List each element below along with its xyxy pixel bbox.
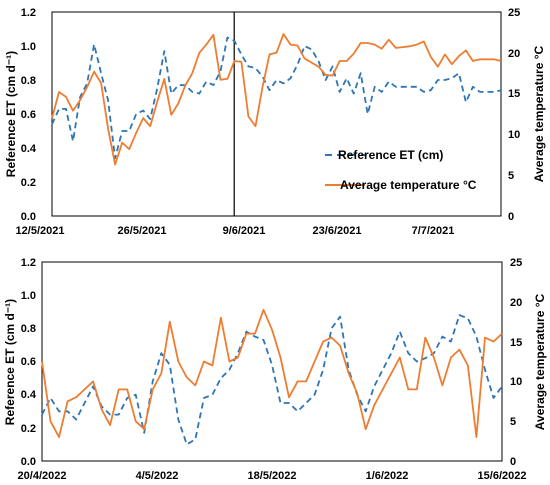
y-axis-title-left: Reference ET (cm d⁻¹) — [4, 51, 18, 177]
y-tick-right: 0 — [508, 211, 514, 223]
y-tick-left: 1.0 — [21, 41, 36, 53]
y-tick-left: 0.2 — [21, 423, 36, 435]
x-tick: 7/7/2021 — [412, 225, 455, 237]
y-tick-left: 0.8 — [21, 323, 36, 335]
y-ticks-right-2022: 0 5 10 15 20 25 — [510, 257, 522, 468]
reference-et-series-line — [51, 36, 502, 160]
temperature-series-line — [51, 33, 502, 166]
y-tick-left: 0.2 — [21, 177, 36, 189]
y-ticks-right-2021: 0 5 10 15 20 25 — [508, 7, 520, 223]
legend-label-temperature: Average temperature °C — [340, 178, 477, 192]
x-tick: 20/4/2022 — [18, 470, 67, 482]
y-tick-right: 20 — [508, 48, 520, 60]
y-tick-right: 5 — [510, 416, 516, 428]
y-ticks-left-2022: 0.0 0.2 0.4 0.6 0.8 1.0 1.2 — [21, 257, 37, 468]
y-tick-left: 0.4 — [21, 143, 37, 155]
y-tick-left: 0.6 — [21, 356, 36, 368]
x-tick: 12/5/2021 — [16, 225, 65, 237]
y-tick-right: 0 — [510, 456, 516, 468]
chart-2021-marks — [51, 12, 502, 216]
y-axis-title-left: Reference ET (cm d⁻¹) — [3, 299, 17, 425]
y-tick-right: 5 — [508, 170, 514, 182]
reference-et-series-line — [41, 314, 503, 446]
y-tick-right: 25 — [508, 7, 520, 19]
y-tick-left: 0.6 — [21, 109, 36, 121]
y-tick-left: 0.0 — [21, 211, 36, 223]
legend: Reference ET (cm) Average temperature °C — [325, 148, 477, 192]
x-tick: 26/5/2021 — [118, 225, 167, 237]
x-tick: 1/6/2022 — [366, 470, 409, 482]
chart-2022: 0.0 0.2 0.4 0.6 0.8 1.0 1.2 0 5 10 15 20… — [3, 257, 547, 482]
y-ticks-left-2021: 0.0 0.2 0.4 0.6 0.8 1.0 1.2 — [21, 7, 37, 223]
y-tick-left: 1.0 — [21, 290, 36, 302]
chart-2022-marks — [41, 308, 503, 446]
x-tick: 15/6/2022 — [478, 470, 527, 482]
y-tick-right: 15 — [508, 88, 520, 100]
x-tick: 18/5/2022 — [248, 470, 297, 482]
x-tick: 9/6/2021 — [223, 225, 266, 237]
y-tick-right: 10 — [508, 129, 520, 141]
y-tick-left: 0.0 — [21, 456, 36, 468]
y-tick-right: 15 — [510, 337, 522, 349]
chart-2021: 0.0 0.2 0.4 0.6 0.8 1.0 1.2 0 5 10 15 20… — [4, 7, 546, 237]
x-tick: 23/6/2021 — [313, 225, 362, 237]
x-tick: 4/5/2022 — [136, 470, 179, 482]
legend-label-reference-et: Reference ET (cm) — [338, 148, 443, 162]
y-tick-left: 1.2 — [21, 7, 36, 19]
y-tick-left: 0.4 — [21, 389, 37, 401]
x-ticks-2021: 12/5/2021 26/5/2021 9/6/2021 23/6/2021 7… — [16, 225, 455, 237]
y-tick-left: 1.2 — [21, 257, 36, 269]
y-axis-title-right: Average temperature °C — [532, 45, 546, 182]
y-axis-title-right: Average temperature °C — [533, 293, 547, 430]
y-tick-right: 10 — [510, 376, 522, 388]
y-tick-left: 0.8 — [21, 75, 36, 87]
plot-area-2022 — [41, 261, 503, 462]
y-tick-right: 25 — [510, 257, 522, 269]
y-tick-right: 20 — [510, 297, 522, 309]
x-ticks-2022: 20/4/2022 4/5/2022 18/5/2022 1/6/2022 15… — [18, 470, 527, 482]
temperature-series-line — [41, 308, 503, 439]
